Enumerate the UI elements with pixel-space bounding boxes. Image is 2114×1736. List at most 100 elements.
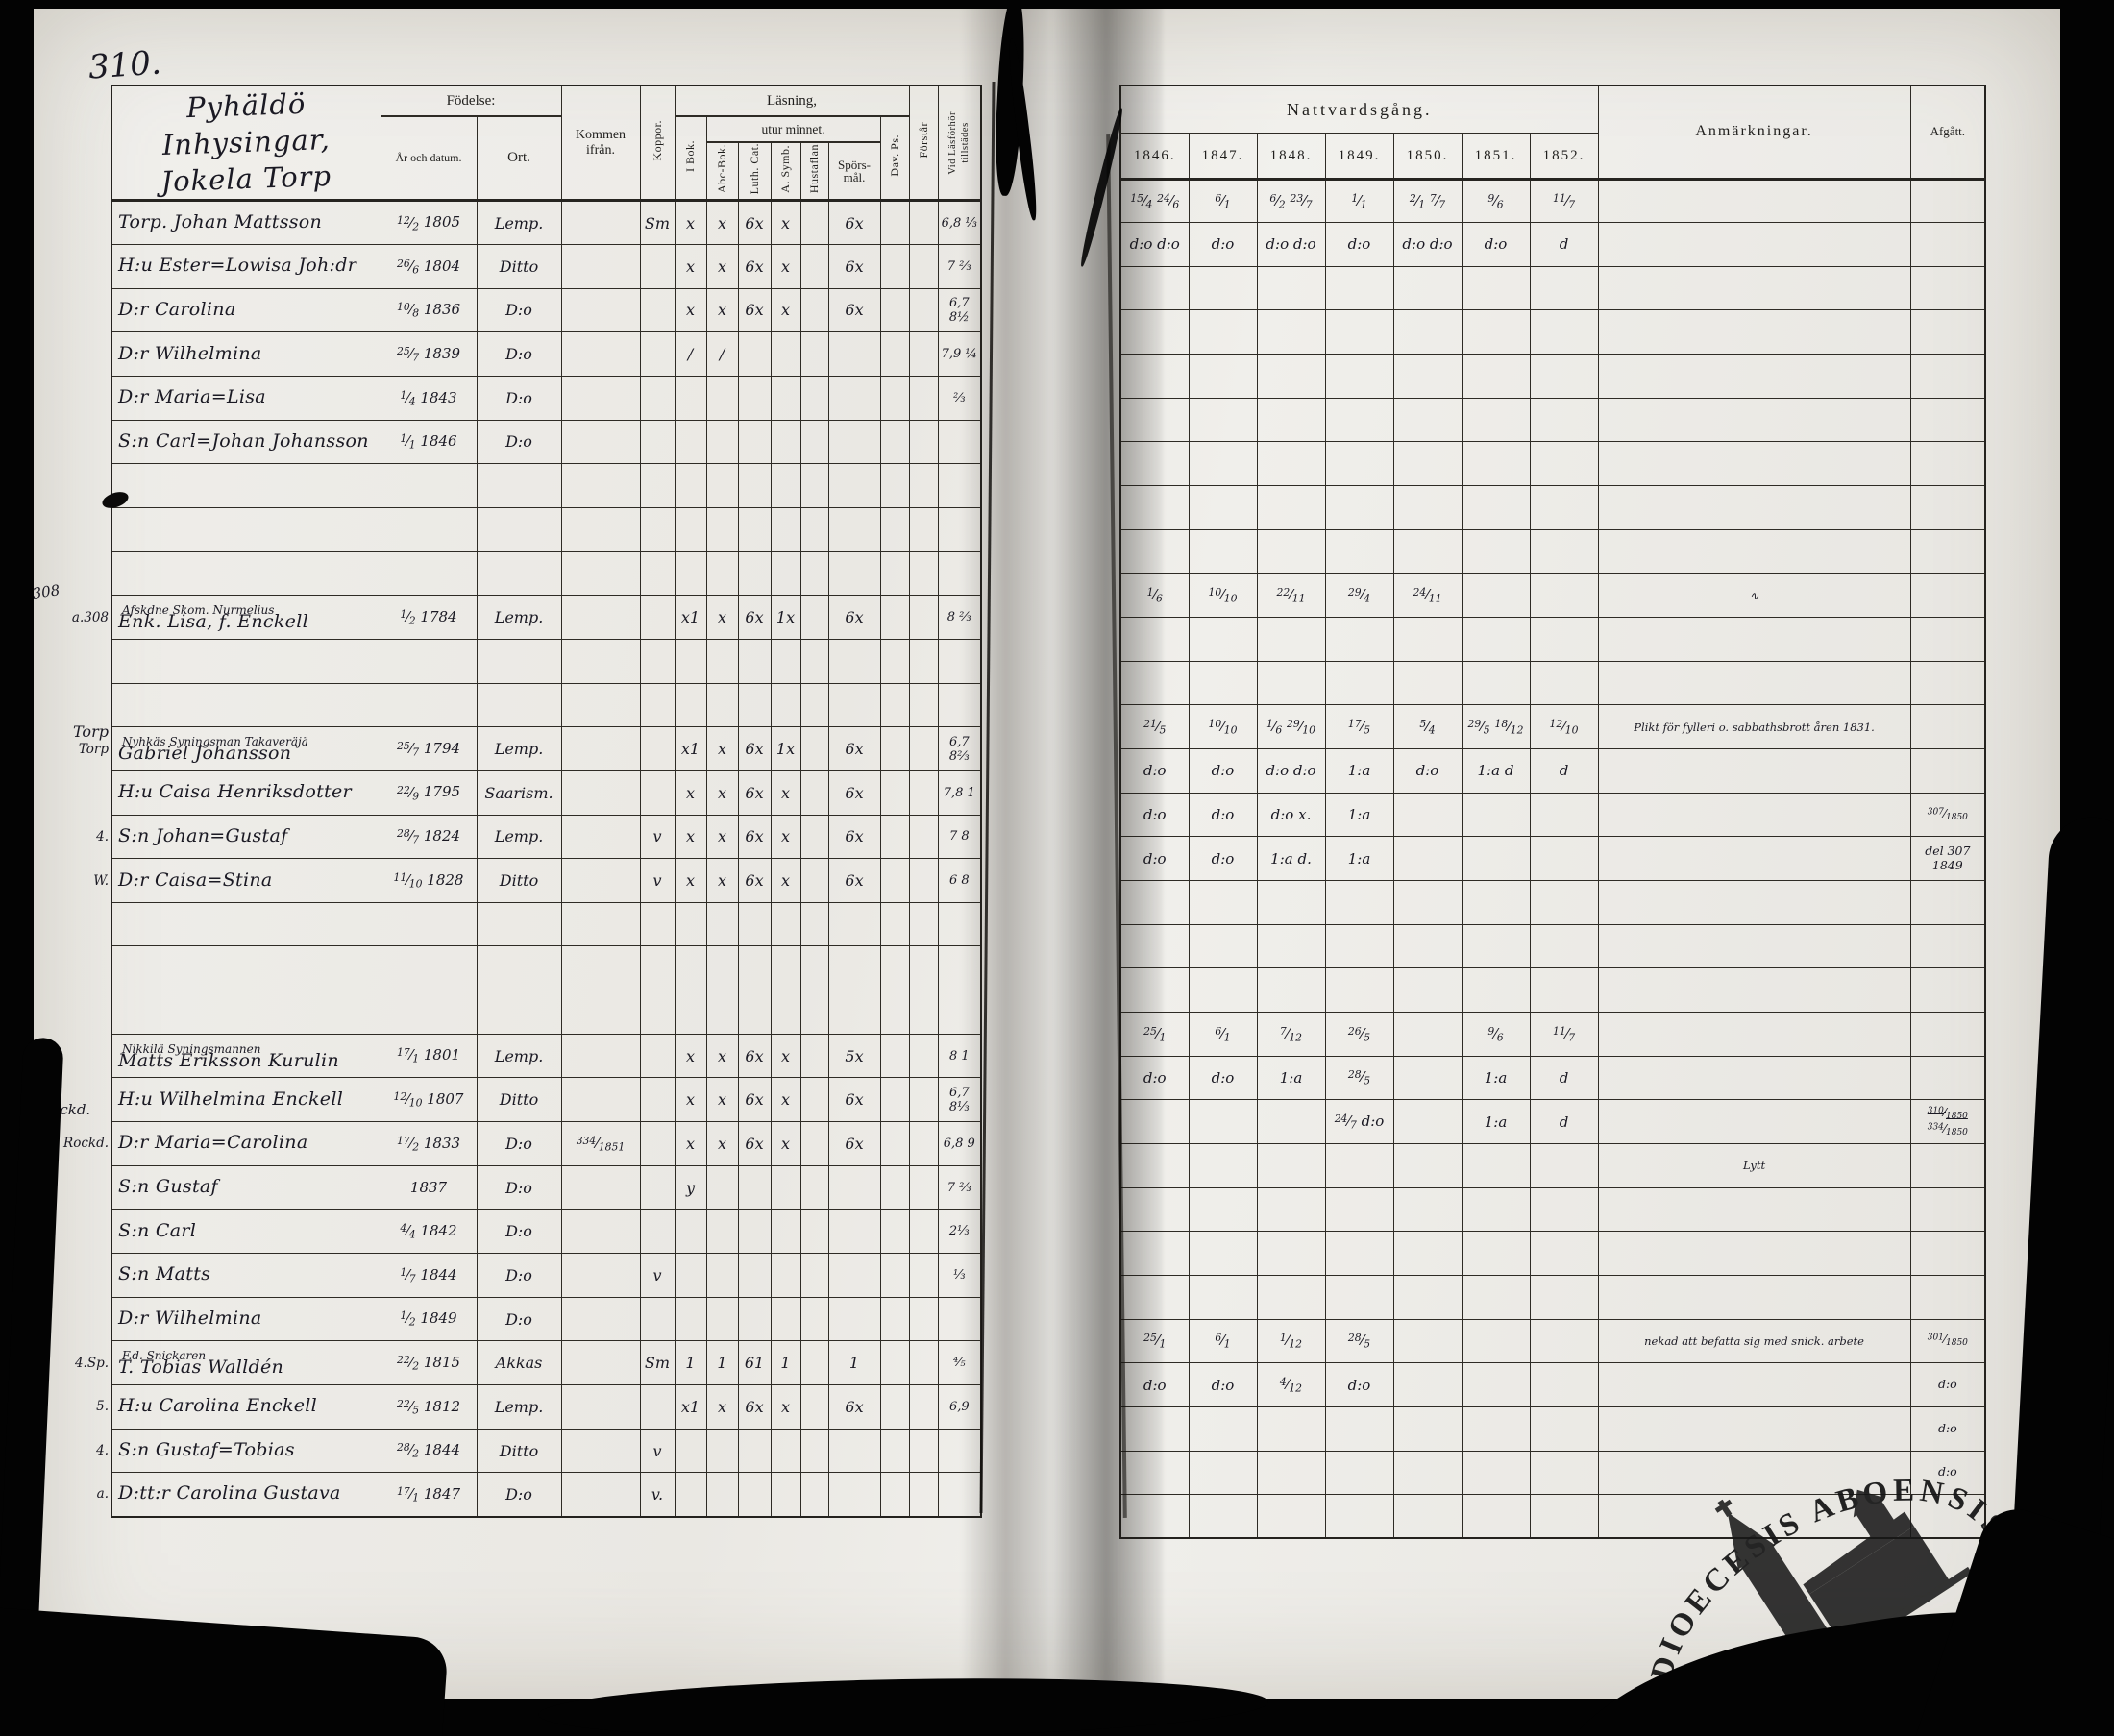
table-row bbox=[1119, 617, 1986, 662]
table-row: 5. H:u Carolina Enckell 22⁄5 1812 Lemp. … bbox=[96, 1384, 982, 1430]
arrived-from-cell bbox=[560, 1472, 641, 1518]
communion-1847-cell: d:o bbox=[1188, 836, 1258, 881]
communion-1848-cell: 4⁄12 bbox=[1256, 1362, 1326, 1407]
reading-ibok-cell bbox=[674, 550, 707, 597]
departed-value: del 307 1849 bbox=[1925, 843, 1971, 872]
lasforhor-grade-cell: 6,7 8½ bbox=[937, 287, 982, 333]
reading-abc-cell bbox=[705, 990, 739, 1035]
reading-hustaflan-cell bbox=[799, 200, 829, 245]
smallpox-cell bbox=[639, 1121, 676, 1166]
arrived-from-cell bbox=[560, 770, 641, 816]
communion-1846-cell bbox=[1119, 528, 1190, 575]
table-row bbox=[1119, 397, 1986, 443]
forstar-cell bbox=[908, 990, 939, 1035]
forstar-cell bbox=[908, 595, 939, 640]
reading-hustaflan-cell bbox=[799, 814, 829, 860]
reading-ibok-cell bbox=[674, 506, 707, 552]
departed-cell bbox=[1909, 397, 1986, 443]
reading-ibok-cell: x bbox=[674, 770, 707, 816]
forstar-cell bbox=[908, 506, 939, 552]
communion-1852-cell bbox=[1529, 660, 1599, 706]
remark-cell bbox=[1597, 1011, 1911, 1057]
reading-davps-cell bbox=[879, 331, 910, 377]
arrived-from-cell bbox=[560, 901, 641, 947]
reading-hustaflan-cell bbox=[799, 550, 829, 597]
communion-1850-cell bbox=[1392, 836, 1463, 881]
birth-date-cell: 17⁄2 1833 bbox=[380, 1121, 478, 1166]
forstar-cell bbox=[908, 1077, 939, 1123]
communion-1851-cell bbox=[1461, 1186, 1531, 1233]
remark-cell: ∿ bbox=[1597, 573, 1911, 619]
communion-1852-cell bbox=[1529, 441, 1599, 487]
departed-cell bbox=[1909, 222, 1986, 267]
birth-place-cell: Saarism. bbox=[476, 770, 562, 816]
birth-place-cell: Ditto bbox=[476, 1077, 562, 1123]
reading-hustaflan-cell bbox=[799, 1121, 829, 1166]
communion-1848-cell bbox=[1256, 354, 1326, 399]
departed-cell bbox=[1909, 573, 1986, 619]
table-row bbox=[1119, 923, 1986, 969]
communion-1848-cell bbox=[1256, 1274, 1326, 1320]
forstar-cell bbox=[908, 463, 939, 508]
communion-1847-cell bbox=[1188, 1450, 1258, 1496]
remark-cell bbox=[1597, 617, 1911, 662]
reading-davps-cell bbox=[879, 1077, 910, 1123]
communion-1846-cell bbox=[1119, 617, 1190, 662]
birth-date-cell: 4⁄4 1842 bbox=[380, 1209, 478, 1255]
communion-1852-cell bbox=[1529, 1231, 1599, 1276]
communion-1847-cell: 10⁄10 bbox=[1188, 573, 1258, 619]
row-margin-note: Rockd. bbox=[63, 1136, 109, 1152]
table-row bbox=[111, 682, 982, 728]
remark-cell bbox=[1597, 354, 1911, 399]
person-name-cell: S:n Matts bbox=[111, 1253, 381, 1298]
reading-abc-cell bbox=[705, 419, 739, 465]
reading-abc-cell: x bbox=[705, 1384, 739, 1430]
person-name-cell: S:n Carl bbox=[111, 1209, 381, 1255]
communion-1848-cell bbox=[1256, 1494, 1326, 1539]
remark-cell bbox=[1597, 836, 1911, 881]
year-header-1849: 1849. bbox=[1324, 133, 1394, 180]
lasforhor-grade-cell bbox=[937, 463, 982, 508]
communion-1851-cell: d:o bbox=[1461, 222, 1531, 267]
reading-symb-cell bbox=[770, 990, 801, 1035]
communion-1850-cell bbox=[1392, 397, 1463, 443]
reading-davps-cell bbox=[879, 1472, 910, 1518]
communion-1846-cell bbox=[1119, 309, 1190, 355]
arrived-from-cell bbox=[560, 1033, 641, 1079]
table-row: H:u Wilhelmina Enckell 12⁄10 1807 Ditto … bbox=[111, 1077, 982, 1123]
reading-sporsmal-cell bbox=[827, 1253, 881, 1298]
communion-1848-cell bbox=[1256, 1142, 1326, 1188]
communion-1846-cell bbox=[1119, 397, 1190, 443]
communion-1850-cell bbox=[1392, 1011, 1463, 1057]
reading-luthcat-cell: 6x bbox=[737, 770, 772, 816]
communion-1848-cell bbox=[1256, 485, 1326, 530]
col-header-forstar: Förstår bbox=[908, 85, 939, 202]
reading-abc-cell bbox=[705, 1296, 739, 1342]
smallpox-cell bbox=[639, 1164, 676, 1210]
communion-1852-cell bbox=[1529, 1186, 1599, 1233]
row-margin-note: 4. bbox=[96, 1443, 109, 1459]
birth-place-cell: Akkas bbox=[476, 1340, 562, 1386]
reading-davps-cell bbox=[879, 858, 910, 903]
reading-hustaflan-cell bbox=[799, 331, 829, 377]
table-row: 25⁄1 6⁄1 1⁄12 28⁄5 nekad att befatta sig… bbox=[1119, 1318, 1986, 1364]
reading-davps-cell bbox=[879, 375, 910, 421]
reading-hustaflan-cell bbox=[799, 287, 829, 333]
communion-1848-cell bbox=[1256, 967, 1326, 1013]
birth-place-cell bbox=[476, 682, 562, 728]
communion-1851-cell bbox=[1461, 265, 1531, 311]
communion-1846-cell bbox=[1119, 1494, 1190, 1539]
year-header-1847: 1847. bbox=[1188, 133, 1258, 180]
communion-1851-cell: 1:a bbox=[1461, 1055, 1531, 1101]
arrived-from-cell bbox=[560, 945, 641, 991]
forstar-cell bbox=[908, 726, 939, 771]
col-header-utur-minnet: utur minnet. bbox=[705, 115, 881, 143]
forstar-cell bbox=[908, 814, 939, 860]
reading-luthcat-cell: 6x bbox=[737, 726, 772, 771]
departed-cell bbox=[1909, 1274, 1986, 1320]
arrived-from-cell bbox=[560, 595, 641, 640]
communion-1849-cell bbox=[1324, 1142, 1394, 1188]
forstar-cell bbox=[908, 1209, 939, 1255]
communion-1848-cell: 1:a bbox=[1256, 1055, 1326, 1101]
